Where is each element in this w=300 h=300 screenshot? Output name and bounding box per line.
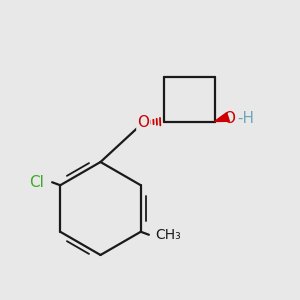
Text: -H: -H (238, 111, 254, 126)
Text: CH₃: CH₃ (155, 228, 181, 242)
Text: Cl: Cl (29, 175, 44, 190)
Text: O: O (137, 115, 149, 130)
Polygon shape (214, 113, 230, 122)
Text: O: O (224, 111, 236, 126)
